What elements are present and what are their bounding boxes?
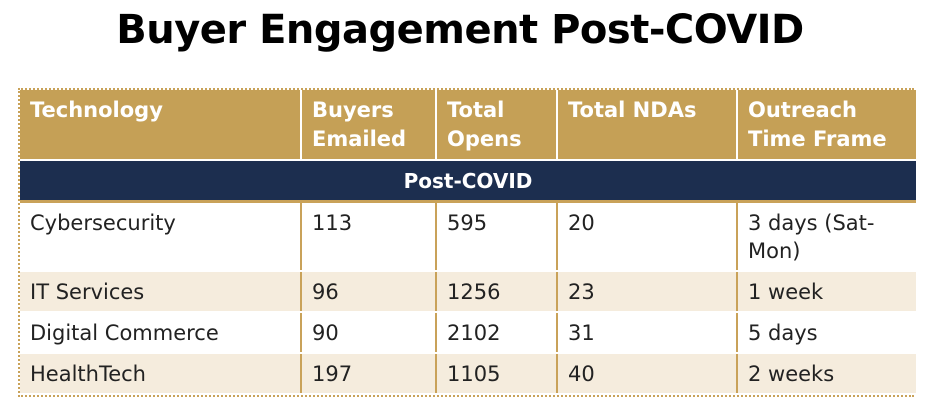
section-label: Post-COVID (20, 160, 916, 203)
section-row: Post-COVID (20, 160, 916, 203)
cell-buyers-emailed: 113 (300, 201, 436, 272)
cell-technology: Digital Commerce (20, 311, 301, 354)
cell-outreach-time-frame: 3 days (Sat-Mon) (736, 201, 916, 272)
cell-total-ndas: 31 (556, 311, 737, 354)
cell-buyers-emailed: 96 (300, 270, 436, 313)
cell-buyers-emailed: 90 (300, 311, 436, 354)
engagement-table: Technology Buyers Emailed Total Opens To… (18, 88, 916, 397)
cell-outreach-time-frame: 5 days (736, 311, 916, 354)
header-row: Technology Buyers Emailed Total Opens To… (20, 90, 916, 161)
cell-total-ndas: 20 (556, 201, 737, 272)
cell-technology: Cybersecurity (20, 201, 301, 272)
cell-outreach-time-frame: 2 weeks (736, 352, 916, 395)
table-row: HealthTech 197 1105 40 2 weeks (20, 352, 916, 395)
table-row: Digital Commerce 90 2102 31 5 days (20, 311, 916, 354)
cell-technology: IT Services (20, 270, 301, 313)
cell-total-opens: 1256 (435, 270, 557, 313)
table-row: Cybersecurity 113 595 20 3 days (Sat-Mon… (20, 201, 916, 272)
table-row: IT Services 96 1256 23 1 week (20, 270, 916, 313)
cell-outreach-time-frame: 1 week (736, 270, 916, 313)
cell-technology: HealthTech (20, 352, 301, 395)
header-total-ndas: Total NDAs (556, 90, 737, 161)
header-outreach-time-frame: Outreach Time Frame (736, 90, 916, 161)
cell-total-opens: 2102 (435, 311, 557, 354)
cell-total-opens: 595 (435, 201, 557, 272)
cell-total-opens: 1105 (435, 352, 557, 395)
cell-total-ndas: 40 (556, 352, 737, 395)
page-title: Buyer Engagement Post-COVID (116, 7, 804, 53)
cell-buyers-emailed: 197 (300, 352, 436, 395)
cell-total-ndas: 23 (556, 270, 737, 313)
header-technology: Technology (20, 90, 301, 161)
header-total-opens: Total Opens (435, 90, 557, 161)
header-buyers-emailed: Buyers Emailed (300, 90, 436, 161)
